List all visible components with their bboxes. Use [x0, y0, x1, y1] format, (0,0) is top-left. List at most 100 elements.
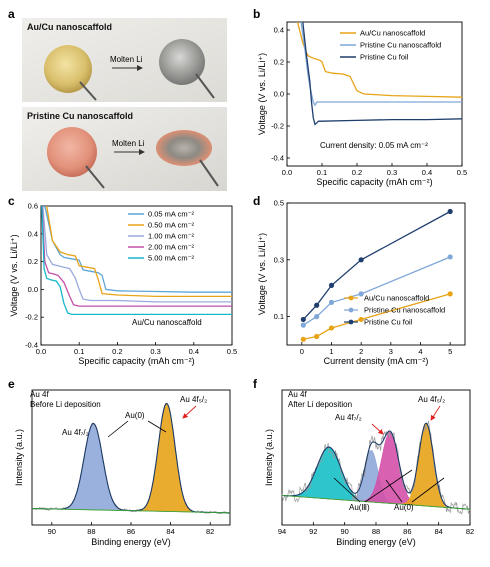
chart-b: 0.0 0.1 0.2 0.3 0.4 0.5-0.4-0.20.00.20.4Speci… [257, 21, 467, 187]
chart-d-xlabel: Current density (mA cm⁻²) [324, 356, 429, 366]
panel-e-title-2: Before Li deposition [30, 400, 101, 409]
chart-b-ytick-label: 0.0 [274, 90, 284, 99]
chart-b-xtick-label: 0.5 [457, 168, 467, 177]
chart-c-legend-label: 0.50 mA cm⁻² [148, 221, 195, 230]
panel-e-4f72-label: Au 4f₇/₂ [62, 428, 89, 437]
chart-c-ytick-label: 0.6 [28, 202, 38, 211]
panel-f-label: f [253, 377, 258, 391]
chart-f-xtick-label: 90 [340, 527, 348, 536]
chart-d-series-3-point [314, 302, 320, 308]
tweezer-right-bottom [199, 159, 219, 187]
panel-f-4f72-arrow [371, 423, 384, 435]
chart-d-series-1-point [328, 325, 335, 331]
chart-c-ytick-label: -0.2 [25, 313, 38, 322]
chart-e-xtick-label: 86 [127, 527, 135, 536]
chart-b-series-line-3 [302, 22, 462, 126]
chart-c-ytick-label: -0.4 [25, 341, 38, 350]
chart-e-background-line [31, 508, 231, 514]
chart-f-xtick-label: 92 [309, 527, 317, 536]
panel-a-label: a [8, 7, 15, 21]
chart-d-legend-label: Pristine Cu foil [364, 318, 413, 327]
panel-f-au0-leader-1 [385, 479, 403, 503]
tweezer-right [195, 73, 215, 99]
panel-b-annotation: Current density: 0.05 mA cm⁻² [320, 141, 428, 150]
panel-f-title-2: After Li deposition [288, 400, 352, 409]
panel-d: d 0 1 2 3 4 5 0.1 0.3 0.5 Current density (mA cm⁻… [253, 194, 466, 366]
chart-c-series-line-3 [42, 206, 232, 303]
panel-e-au0-label: Au(0) [125, 411, 145, 420]
chart-f-background-line [281, 495, 471, 510]
panel-e-au0-leader-right [147, 420, 167, 433]
chart-f: 94 92 90 88 86 84 82 Binding energy (eV) Intensi… [264, 389, 474, 547]
chart-c-xtick-label: 0.2 [112, 347, 122, 356]
panel-c: c 0.0 0.1 0.2 0.3 0.4 0.5 -0.4 -0.2 0.0 0.2 0.4 0.6… [8, 194, 237, 366]
chart-c: 0.0 0.1 0.2 0.3 0.4 0.5 -0.4 -0.2 0.0 0.2 0.4 0.6 Sp… [9, 202, 237, 367]
chart-d-legend-label: Au/Cu nanoscaffold [364, 294, 429, 303]
chart-b-ytick-label: 0.4 [274, 26, 284, 35]
chart-b-xlabel: Specific capacity (mAh cm⁻²) [316, 177, 432, 187]
chart-c-ytick-label: 0.2 [28, 257, 38, 266]
chart-b-ytick-label: -0.4 [271, 154, 284, 163]
chart-f-xtick-label: 88 [372, 527, 380, 536]
chart-c-xtick-label: 0.1 [74, 347, 84, 356]
chart-d-series-2-point [300, 322, 306, 328]
chart-c-xlabel: Specific capacity (mAh cm⁻²) [78, 356, 194, 366]
chart-c-series-line-2 [46, 206, 232, 298]
molten-li-label-top: Molten Li [110, 55, 143, 64]
chart-f-envelope [281, 422, 470, 510]
panel-e-title-1: Au 4f [30, 390, 49, 399]
chart-f-xtick-label: 94 [278, 527, 286, 536]
tweezer-left [79, 81, 97, 101]
chart-d-legend-marker [348, 319, 354, 325]
chart-d-series-3-point [300, 316, 306, 323]
chart-b-ytick-label: -0.2 [271, 122, 284, 131]
chart-c-xtick-label: 0.4 [189, 347, 199, 356]
molten-li-label-bottom: Molten Li [112, 139, 145, 148]
panel-f-au3-leader-2 [364, 469, 413, 503]
chart-d-series-1-point [358, 316, 364, 323]
chart-d-ylabel: Voltage (V vs. Li/Li⁺) [257, 233, 267, 315]
chart-d-series-2-point [447, 254, 453, 260]
chart-d-series-2-point [314, 314, 320, 320]
chart-c-series-line-4 [41, 206, 232, 307]
chart-d-series-2-point [328, 299, 335, 305]
panel-f-au3-label: Au(Ⅲ) [349, 503, 370, 512]
tweezer-left-bottom [85, 165, 105, 189]
chart-d-xtick-label: 2 [359, 347, 363, 356]
panel-b: b 0.0 0.1 0.2 0.3 0.4 0.5-0.4-0.20.00.20.4Spe… [253, 7, 467, 187]
panel-b-label: b [253, 7, 260, 21]
panel-f-4f52-label: Au 4f₅/₂ [418, 395, 445, 404]
chart-e-xtick-label: 90 [48, 527, 56, 536]
chart-c-ylabel: Voltage (V vs. Li/Li⁺) [9, 234, 19, 316]
chart-b-xtick-label: 0.2 [352, 168, 362, 177]
photo-au-cu-label: Au/Cu nanoscaffold [27, 22, 112, 32]
panel-d-label: d [253, 194, 260, 208]
chart-d-xtick-label: 0 [300, 347, 304, 356]
au-cu-disc [44, 45, 92, 93]
chart-b-xtick-label: 0.1 [317, 168, 327, 177]
chart-d: 0 1 2 3 4 5 0.1 0.3 0.5 Current density (mA cm⁻²)… [257, 199, 466, 366]
chart-c-legend-label: 0.05 mA cm⁻² [148, 210, 195, 219]
chart-f-xlabel: Binding energy (eV) [336, 537, 416, 547]
panel-e-4f52-label: Au 4f₅/₂ [180, 395, 207, 404]
chart-b-legend-label: Pristine Cu nanoscaffold [360, 41, 441, 50]
panel-f-au0-label: Au(0) [394, 503, 414, 512]
chart-f-xtick-label: 84 [434, 527, 442, 536]
chart-b-series-line-2 [300, 22, 462, 107]
chart-c-xtick-label: 0.3 [150, 347, 160, 356]
photo-pristine-cu-label: Pristine Cu nanoscaffold [27, 111, 133, 121]
chart-c-frame [40, 205, 233, 346]
panel-c-label: c [8, 194, 15, 208]
pristine-cu-disc [47, 127, 97, 177]
panel-f-au3-leader-1 [333, 477, 361, 503]
panel-a: a Molten Li Au/Cu nanoscaffold Molten Li… [8, 7, 227, 191]
chart-d-ytick-label: 0.3 [274, 255, 284, 264]
chart-d-xtick-label: 5 [448, 347, 452, 356]
chart-c-legend-label: 1.00 mA cm⁻² [148, 232, 195, 241]
chart-b-xtick-label: 0.4 [422, 168, 432, 177]
chart-d-ytick-label: 0.1 [274, 312, 284, 321]
chart-b-ytick-label: 0.2 [274, 58, 284, 67]
chart-e: 90 88 86 84 82 Binding energy (eV) Intensity (… [14, 389, 231, 547]
chart-e-xlabel: Binding energy (eV) [91, 537, 171, 547]
